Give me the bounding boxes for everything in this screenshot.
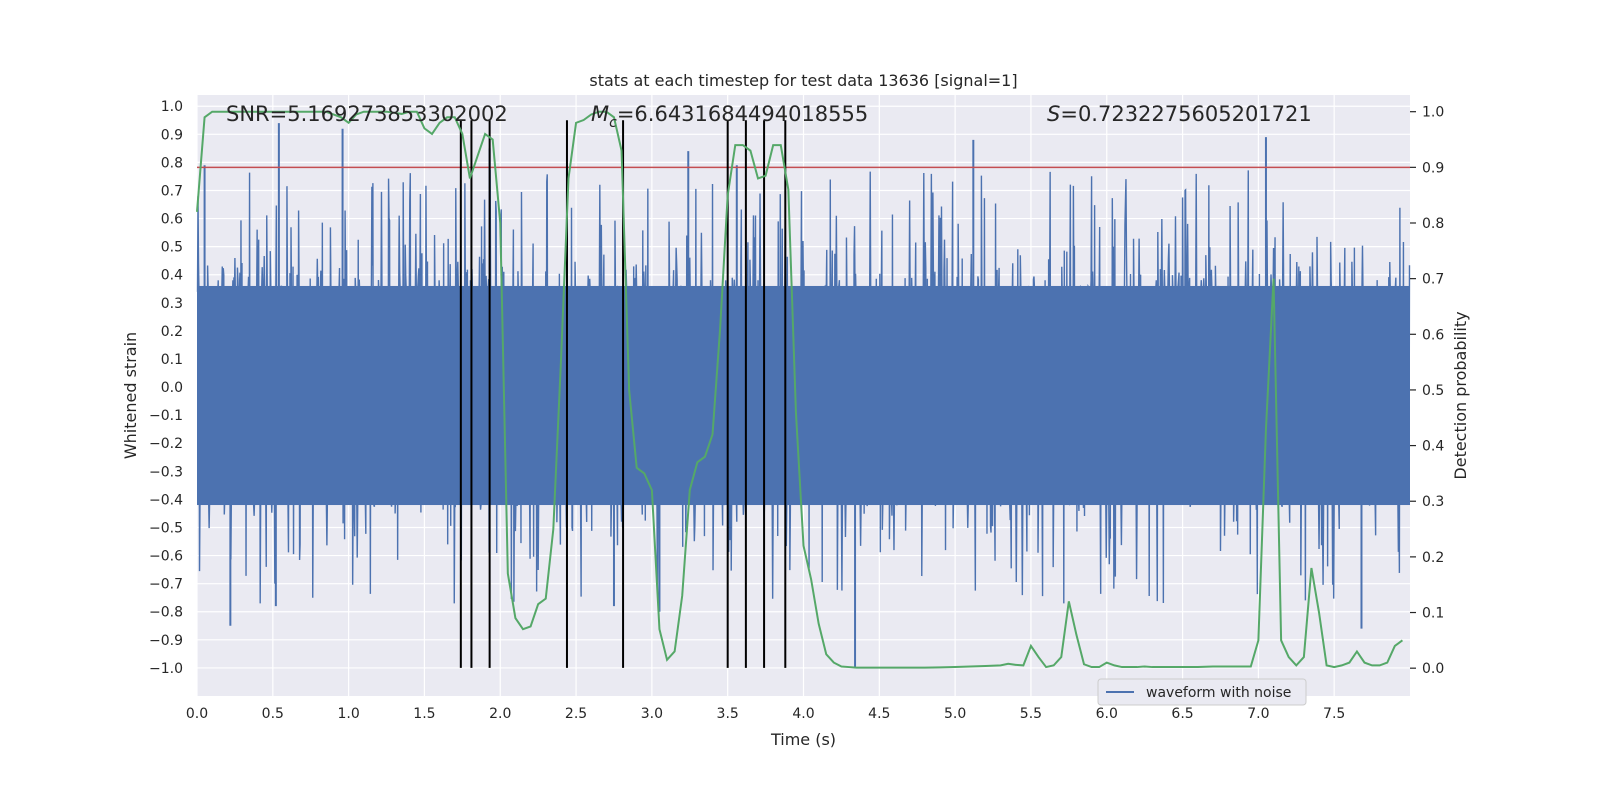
x-tick-label: 6.5 — [1171, 706, 1193, 722]
probability-line — [196, 110, 1404, 669]
legend: waveform with noise — [1097, 678, 1307, 706]
y-tick-label: 0.8 — [161, 155, 183, 171]
x-tick-label: 0.0 — [186, 706, 208, 722]
y-right-tick-label: 0.9 — [1422, 160, 1444, 176]
legend-label-waveform: waveform with noise — [1146, 685, 1291, 701]
x-tick-label: 0.5 — [262, 706, 284, 722]
waveform-core-band — [197, 285, 1410, 506]
x-tick-label: 5.0 — [944, 706, 966, 722]
x-tick-label: 2.0 — [489, 706, 511, 722]
y-right-tick-label: 0.6 — [1422, 327, 1444, 343]
y-tick-label: 0.5 — [161, 240, 183, 256]
y-right-tick-label: 0.1 — [1422, 606, 1444, 622]
s-annotation: S=0.7232275605201721 — [1047, 102, 1312, 126]
x-tick-label: 7.0 — [1247, 706, 1269, 722]
x-tick-label: 3.5 — [717, 706, 739, 722]
y-tick-label: −0.5 — [149, 520, 183, 536]
s-symbol: S — [1047, 102, 1060, 126]
x-tick-label: 1.0 — [337, 706, 359, 722]
y-right-tick-label: 0.2 — [1422, 550, 1444, 566]
axes: 0.0 0.5 1.0 1.5 2.0 2.5 3.0 3.5 4.0 4.5 5.0 5.5 6.0 6… — [149, 99, 1444, 722]
y-tick-label: −0.4 — [149, 492, 183, 508]
x-tick-label: 2.5 — [565, 706, 587, 722]
y-right-tick-label: 1.0 — [1422, 105, 1444, 121]
mc-symbol: M — [591, 102, 609, 126]
y-right-tick-label: 0.4 — [1422, 439, 1444, 455]
y-tick-label: 0.6 — [161, 212, 183, 228]
x-tick-label: 5.5 — [1020, 706, 1042, 722]
x-tick-label: 4.5 — [868, 706, 890, 722]
y-tick-label: −1.0 — [149, 661, 183, 677]
y-tick-label: −0.9 — [149, 633, 183, 649]
snr-annotation: SNR=5.169273853302002 — [226, 102, 508, 126]
x-tick-label: 1.5 — [413, 706, 435, 722]
y-right-tick-label: 0.0 — [1422, 661, 1444, 677]
x-tick-label: 7.5 — [1323, 706, 1345, 722]
x-tick-label: 4.0 — [792, 706, 814, 722]
y-tick-label: 0.4 — [161, 268, 183, 284]
legend-box — [1097, 678, 1307, 706]
y-tick-label: −0.3 — [149, 464, 183, 480]
y-tick-label: 0.3 — [161, 296, 183, 312]
y-tick-label: −0.6 — [149, 549, 183, 565]
y-tick-label: 0.0 — [161, 380, 183, 396]
y-right-tick-label: 0.8 — [1422, 216, 1444, 232]
y-tick-label: −0.7 — [149, 577, 183, 593]
mc-value: =6.6431684494018555 — [617, 102, 868, 126]
y-tick-label: −0.1 — [149, 408, 183, 424]
x-axis-label: Time (s) — [770, 730, 836, 749]
y-tick-label: 0.2 — [161, 324, 183, 340]
chart-title: stats at each timestep for test data 136… — [589, 71, 1017, 90]
y-tick-label: −0.2 — [149, 436, 183, 452]
y-axis-right-label: Detection probability — [1451, 311, 1470, 479]
y-tick-label: 0.9 — [161, 127, 183, 143]
x-tick-label: 6.0 — [1096, 706, 1118, 722]
s-value: =0.7232275605201721 — [1060, 102, 1311, 126]
y-right-tick-label: 0.5 — [1422, 383, 1444, 399]
y-tick-label: 0.7 — [161, 183, 183, 199]
y-tick-label: −0.8 — [149, 605, 183, 621]
x-tick-label: 3.0 — [641, 706, 663, 722]
chirp-mass-annotation: Mc=6.6431684494018555 — [591, 102, 868, 131]
probability-series — [196, 110, 1404, 669]
mc-subscript: c — [609, 115, 617, 131]
y-axis-label: Whitened strain — [121, 332, 140, 459]
y-tick-label: 1.0 — [161, 99, 183, 115]
y-right-tick-label: 0.7 — [1422, 272, 1444, 288]
waveform-series — [196, 123, 1411, 668]
y-tick-label: 0.1 — [161, 352, 183, 368]
y-right-tick-label: 0.3 — [1422, 494, 1444, 510]
